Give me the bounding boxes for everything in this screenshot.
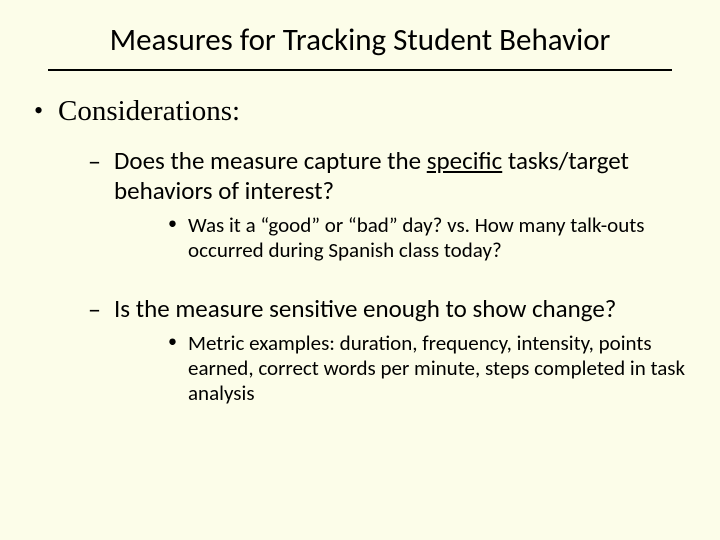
l3-item2-text: Metric examples: duration, frequency, in… [188,330,685,406]
bullet-l2-specific-tasks: Does the measure capture the specific ta… [58,146,700,263]
bullet-list-l1: Considerations: Does the measure capture… [20,95,700,406]
title-underline [48,69,672,71]
bullet-l3-good-bad-day: Was it a “good” or “bad” day? vs. How ma… [114,213,700,263]
slide-body: Considerations: Does the measure capture… [20,95,700,406]
l2-item1-underlined: specific [427,145,502,176]
slide-title: Measures for Tracking Student Behavior [54,22,666,59]
l2-item2-text: Is the measure sensitive enough to show … [114,293,616,324]
bullet-list-l2: Does the measure capture the specific ta… [58,146,700,406]
l2-item1-pre: Does the measure capture the [114,145,427,176]
l3-item1-text: Was it a “good” or “bad” day? vs. How ma… [188,212,644,263]
slide: Measures for Tracking Student Behavior C… [0,0,720,540]
bullet-l3-metric-examples: Metric examples: duration, frequency, in… [114,331,700,407]
bullet-l1-text: Considerations: [58,95,240,127]
title-area: Measures for Tracking Student Behavior [54,22,666,59]
bullet-list-l3-a: Was it a “good” or “bad” day? vs. How ma… [114,213,700,263]
bullet-l2-sensitive: Is the measure sensitive enough to show … [58,294,700,407]
bullet-list-l3-b: Metric examples: duration, frequency, in… [114,331,700,407]
bullet-l1-considerations: Considerations: Does the measure capture… [20,95,700,406]
